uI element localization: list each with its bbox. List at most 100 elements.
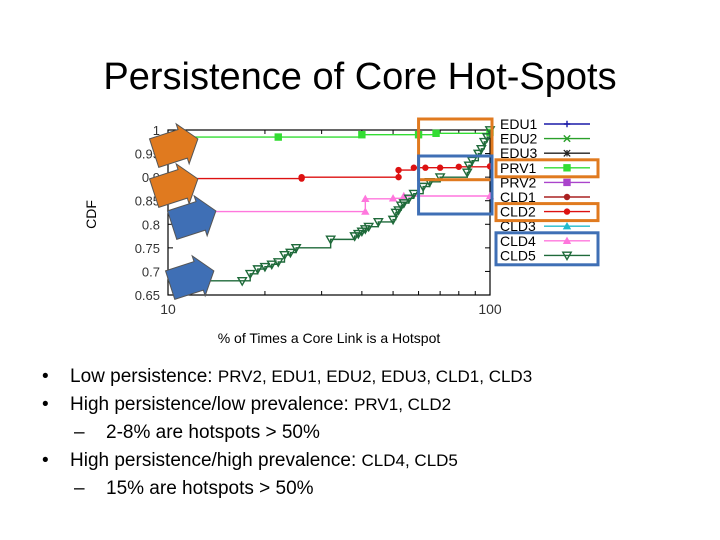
data-point-cld5 — [266, 260, 278, 270]
y-axis-label: CDF — [83, 200, 99, 229]
data-point-cld5 — [325, 235, 337, 245]
data-point-prv1 — [432, 129, 440, 138]
data-point-cld2 — [298, 173, 305, 181]
data-point-cld5 — [272, 258, 284, 268]
legend-marker — [563, 208, 571, 215]
bullet-lead: High persistence/low prevalence: — [70, 394, 355, 415]
legend-marker — [563, 120, 571, 128]
series-prv1 — [168, 128, 494, 141]
data-point-cld5 — [290, 243, 302, 254]
legend-marker — [563, 149, 571, 157]
legend-entry-prv1: PRV1 — [500, 160, 590, 176]
orange-highlight-box — [417, 117, 494, 182]
data-point-cld5 — [279, 251, 290, 261]
legend-entry-cld4: CLD4 — [500, 233, 590, 249]
series-cld4 — [168, 191, 495, 215]
series-line-prv1 — [168, 132, 491, 138]
data-point-cld5 — [252, 265, 264, 275]
legend-marker — [563, 193, 571, 201]
data-point-cld5 — [461, 168, 473, 179]
legend-label: EDU3 — [500, 145, 538, 161]
bullet-marker: • — [42, 366, 49, 387]
legend-orange-box-prv1 — [494, 158, 600, 179]
legend-marker — [562, 236, 572, 244]
chart-highlight-overlay — [148, 117, 600, 301]
data-point-cld5 — [478, 137, 490, 148]
legend-orange-box-cld2 — [494, 202, 600, 223]
data-point-cld5 — [285, 248, 296, 259]
chart-series-group — [168, 126, 496, 287]
legend-label: CLD4 — [500, 233, 536, 249]
data-point-cld2 — [410, 164, 418, 171]
legend-label: PRV2 — [500, 174, 537, 190]
data-point-cld2 — [395, 166, 402, 174]
slide-title: Persistence of Core Hot-Spots — [103, 56, 617, 98]
orange-arrow-prv1 — [148, 122, 199, 169]
bullet-apps: PRV2, EDU1, EDU2, EDU3, CLD1, CLD3 — [217, 367, 533, 386]
data-point-cld5 — [434, 173, 446, 183]
y-tick-label: 0.65 — [135, 288, 160, 303]
bullet-list: • Low persistence: PRV2, EDU1, EDU2, EDU… — [42, 366, 702, 506]
sub-bullet-text: 15% are hotspots > 50% — [106, 478, 314, 499]
data-point-cld2 — [395, 173, 402, 181]
data-point-cld5 — [244, 269, 256, 280]
data-point-cld5 — [372, 218, 384, 228]
data-point-prv1 — [274, 133, 282, 141]
data-point-cld5 — [408, 189, 420, 200]
legend-marker — [561, 251, 573, 262]
sub-bullet-text: 2-8% are hotspots > 50% — [106, 422, 320, 443]
bullet-apps: PRV1, CLD2 — [354, 395, 452, 414]
blue-arrow-cld5 — [164, 254, 215, 301]
legend-label: CLD3 — [500, 218, 536, 234]
data-point-cld5 — [403, 194, 415, 204]
data-point-prv1 — [358, 131, 366, 139]
blue-highlight-box — [417, 154, 494, 216]
bullet-apps: CLD4, CLD5 — [361, 451, 458, 470]
y-tick-label: 0.75 — [135, 241, 160, 256]
bullet-lead: Low persistence: — [70, 366, 218, 387]
y-tick-label: 0.8 — [142, 217, 160, 232]
legend-label: CLD1 — [500, 189, 536, 205]
data-point-cld2 — [455, 163, 462, 170]
bullet-low-persistence: • Low persistence: PRV2, EDU1, EDU2, EDU… — [42, 366, 702, 388]
data-point-cld5 — [363, 222, 375, 233]
bullet-high-persistence-high-prevalence: • High persistence/high prevalence: CLD4… — [42, 450, 702, 472]
data-point-cld5 — [417, 182, 429, 193]
data-point-cld5 — [393, 206, 404, 216]
legend-marker — [563, 164, 571, 172]
legend-marker — [562, 222, 572, 230]
data-point-cld4 — [361, 194, 370, 203]
data-point-cld5 — [481, 133, 493, 143]
sub-bullet-2-8-percent: – 2-8% are hotspots > 50% — [74, 422, 702, 444]
bullet-marker: • — [42, 450, 49, 471]
legend-entry-cld3: CLD3 — [500, 218, 590, 234]
data-point-cld5 — [463, 161, 475, 171]
legend-marker — [563, 178, 571, 187]
data-point-cld5 — [398, 199, 410, 209]
data-point-cld5 — [387, 215, 399, 226]
data-point-cld5 — [472, 149, 484, 160]
legend-entry-prv2: PRV2 — [500, 174, 590, 190]
y-tick-label: 0.85 — [135, 194, 160, 209]
legend-entry-edu2: EDU2 — [500, 131, 590, 147]
legend-label: PRV1 — [500, 160, 537, 176]
y-tick-label: 0.7 — [142, 264, 160, 279]
data-point-cld2 — [422, 164, 429, 171]
legend-label: CLD2 — [500, 204, 536, 220]
legend-entry-cld2: CLD2 — [500, 204, 590, 220]
data-point-cld4 — [388, 194, 398, 202]
series-line-cld5 — [168, 130, 491, 282]
data-point-cld5 — [475, 144, 487, 155]
data-point-cld2 — [436, 164, 444, 171]
x-tick-label: 100 — [478, 301, 502, 317]
orange-arrow-cld2 — [148, 162, 199, 209]
legend-label: CLD5 — [500, 247, 536, 263]
series-cld2 — [168, 163, 494, 182]
x-tick-label: 10 — [160, 301, 176, 317]
bullet-high-persistence-low-prevalence: • High persistence/low prevalence: PRV1,… — [42, 394, 702, 416]
data-point-cld5 — [236, 276, 248, 287]
legend-entry-edu3: EDU3 — [500, 145, 590, 161]
sub-bullet-marker: – — [74, 478, 85, 499]
